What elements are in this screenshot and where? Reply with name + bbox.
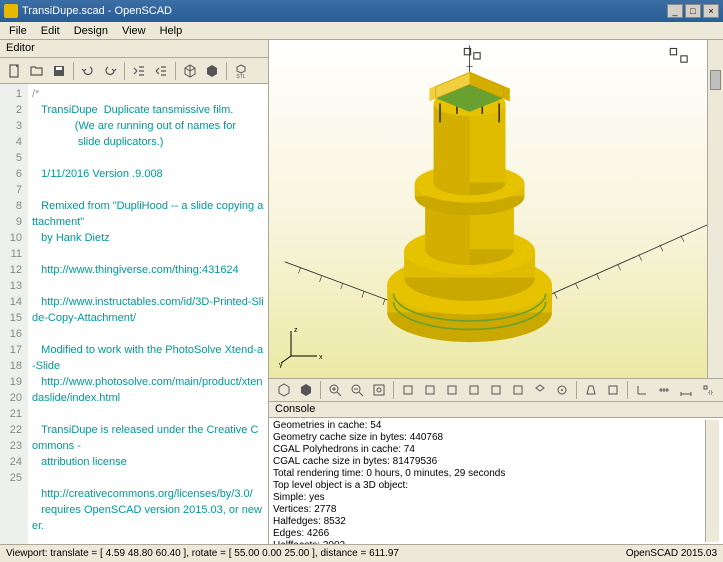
app-icon [4, 4, 18, 18]
svg-text:y: y [279, 362, 283, 368]
editor-header: Editor [0, 40, 268, 58]
console-scrollbar[interactable] [705, 420, 719, 542]
undo-button[interactable] [77, 60, 99, 82]
code-editor[interactable]: 1234567891011121314151617181920212223242… [0, 84, 268, 544]
export-stl-button[interactable]: STL [230, 60, 252, 82]
preview-button[interactable] [179, 60, 201, 82]
svg-text:STL: STL [236, 74, 245, 79]
viewport-panel: z x y [269, 40, 723, 544]
zoom-out-icon[interactable] [347, 380, 367, 400]
perspective-icon[interactable] [581, 380, 601, 400]
indent-button[interactable] [150, 60, 172, 82]
close-button[interactable]: × [703, 4, 719, 18]
unindent-button[interactable] [128, 60, 150, 82]
vp-preview-icon[interactable] [274, 380, 294, 400]
viewport-scrollbar[interactable] [707, 40, 723, 378]
show-edges-icon[interactable] [654, 380, 674, 400]
view-center-icon[interactable] [552, 380, 572, 400]
zoom-in-icon[interactable] [325, 380, 345, 400]
view-bottom-icon[interactable] [442, 380, 462, 400]
show-crosshairs-icon[interactable] [698, 380, 718, 400]
view-front-icon[interactable] [486, 380, 506, 400]
render-button[interactable] [201, 60, 223, 82]
console[interactable]: Geometries in cache: 54Geometry cache si… [269, 418, 723, 544]
menu-view[interactable]: View [115, 24, 153, 38]
new-button[interactable] [4, 60, 26, 82]
code-text[interactable]: /* TransiDupe Duplicate tansmissive film… [28, 84, 268, 544]
vp-render-icon[interactable] [296, 380, 316, 400]
status-viewport-info: Viewport: translate = [ 4.59 48.80 60.40… [6, 548, 626, 559]
show-axes-icon[interactable] [632, 380, 652, 400]
menu-file[interactable]: File [2, 24, 34, 38]
viewport-toolbar [269, 378, 723, 402]
zoom-fit-icon[interactable] [369, 380, 389, 400]
editor-panel: Editor STL 12345678910111213141516171819… [0, 40, 269, 544]
menu-bar: File Edit Design View Help [0, 22, 723, 40]
svg-text:x: x [319, 354, 323, 361]
orthogonal-icon[interactable] [603, 380, 623, 400]
view-top-icon[interactable] [420, 380, 440, 400]
status-version: OpenSCAD 2015.03 [626, 548, 717, 559]
console-text: Geometries in cache: 54Geometry cache si… [273, 420, 705, 542]
axis-indicator-icon: z x y [279, 323, 329, 368]
status-bar: Viewport: translate = [ 4.59 48.80 60.40… [0, 544, 723, 562]
view-right-icon[interactable] [398, 380, 418, 400]
3d-viewport[interactable]: z x y [269, 40, 723, 378]
view-back-icon[interactable] [508, 380, 528, 400]
window-buttons: _ □ × [667, 4, 719, 18]
redo-button[interactable] [99, 60, 121, 82]
menu-help[interactable]: Help [153, 24, 190, 38]
maximize-button[interactable]: □ [685, 4, 701, 18]
show-scale-icon[interactable] [676, 380, 696, 400]
3d-model [269, 40, 723, 378]
title-bar: TransiDupe.scad - OpenSCAD _ □ × [0, 0, 723, 22]
save-button[interactable] [48, 60, 70, 82]
line-gutter: 1234567891011121314151617181920212223242… [0, 84, 28, 544]
svg-text:z: z [294, 327, 298, 334]
open-button[interactable] [26, 60, 48, 82]
console-header: Console [269, 402, 723, 418]
menu-edit[interactable]: Edit [34, 24, 67, 38]
title-text: TransiDupe.scad - OpenSCAD [22, 5, 667, 17]
menu-design[interactable]: Design [67, 24, 115, 38]
content-area: Editor STL 12345678910111213141516171819… [0, 40, 723, 544]
view-left-icon[interactable] [464, 380, 484, 400]
editor-toolbar: STL [0, 58, 268, 84]
minimize-button[interactable]: _ [667, 4, 683, 18]
view-diagonal-icon[interactable] [530, 380, 550, 400]
